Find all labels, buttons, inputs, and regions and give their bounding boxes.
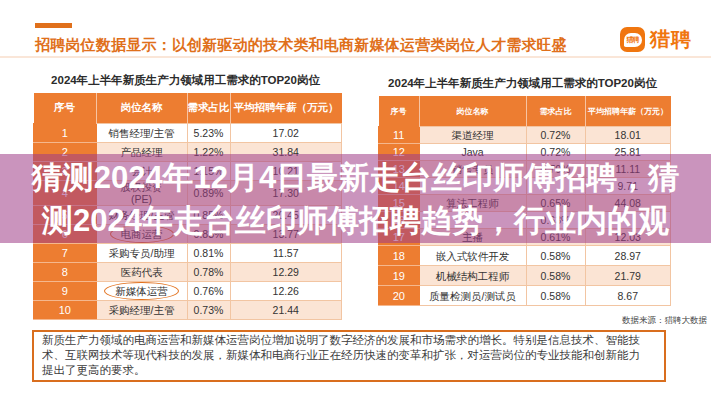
row-number: 7 [34,244,97,263]
avg-salary: 8.67 [585,286,671,306]
table-row: 9 新媒体运营 0.76%12.26 [34,282,342,301]
job-name: 嵌入式软件开发 [419,246,526,266]
demand-share: 0.72% [526,127,585,144]
row-number: 20 [379,286,420,306]
job-name: 销售经理/主管 [96,124,187,143]
row-number: 1 [34,124,97,143]
demand-share: 0.73% [187,301,230,320]
summary-box: 新质生产力领域的电商运营和新媒体运营岗位增加说明了数字经济的发展和市场需求的增长… [32,330,666,382]
liepin-brand-text: 猎聘 [650,26,692,53]
row-number: 10 [34,301,97,320]
demand-share: 0.78% [187,263,230,282]
demand-share: 5.23% [187,124,230,143]
infographic-page: 招聘岗位数据显示：以创新驱动的技术类和电商新媒体运营类岗位人才需求旺盛 猎聘 猎… [0,0,711,400]
column-header: 需求占比 [187,93,230,124]
column-header: 需求占比 [526,96,585,127]
watermark-overlay: 猜测2024年12月4日最新走台丝印师傅招聘，猜 测2024年走台丝印师傅招聘趋… [0,154,711,243]
column-header: 平均招聘年薪（万元） [230,93,342,124]
demand-share: 0.58% [526,286,585,306]
avg-salary: 28.97 [585,246,671,266]
avg-salary: 11.57 [230,244,342,263]
row-number: 18 [379,246,420,266]
table-row: 11渠道经理0.72%18.01 [379,127,671,144]
job-name: 渠道经理 [419,127,526,144]
job-name: 新媒体运营 [96,282,187,301]
watermark-line-1: 猜测2024年12月4日最新走台丝印师傅招聘，猜 [32,156,680,199]
table-row: 20质量检测员/测试员0.58%8.67 [379,286,671,306]
table-row: 1销售经理/主管5.23%17.02 [34,124,342,143]
demand-share: 0.81% [187,244,230,263]
summary-text-line-1: 新质生产力领域的电商运营和新媒体运营岗位增加说明了数字经济的发展和市场需求的增长… [42,333,656,348]
avg-salary: 21.44 [230,301,342,320]
column-header: 平均招聘年薪（万元） [585,96,671,127]
table-row: 10采购经理/主管0.73%21.44 [34,301,342,320]
right-table-title: 2024年上半年新质生产力领域用工需求的TOP20岗位 [378,76,667,91]
liepin-logo: 猎聘 猎聘 [620,26,692,53]
job-name: 医药代表 [96,263,187,282]
avg-salary: 12.29 [230,263,342,282]
job-name: 机械结构工程师 [419,266,526,286]
avg-salary: 12.26 [230,282,342,301]
demand-share: 0.58% [526,246,585,266]
column-header: 序号 [379,96,420,127]
left-table-title: 2024年上半年新质生产力领域用工需求的TOP20岗位 [33,73,338,88]
table-header-row: 序号岗位名称需求占比平均招聘年薪（万元） [34,93,342,124]
job-name: 采购经理/主管 [96,301,187,320]
row-number: 8 [34,263,97,282]
avg-salary: 21.79 [585,266,671,286]
demand-share: 0.58% [526,266,585,286]
table-row: 18嵌入式软件开发0.58%28.97 [379,246,671,266]
row-number: 9 [34,282,97,301]
demand-share: 0.76% [187,282,230,301]
header-accent-dash [35,23,72,28]
avg-salary: 17.02 [230,124,342,143]
job-name: 采购专员/助理 [96,244,187,263]
table-row: 8医药代表0.78%12.29 [34,263,342,282]
row-number: 19 [379,266,420,286]
column-header: 岗位名称 [96,93,187,124]
avg-salary: 18.01 [585,127,671,144]
watermark-line-2: 测2024年走台丝印师傅招聘趋势，行业内的观 [42,199,669,242]
summary-text-line-2: 术、互联网技术等现代科技的发展，新媒体和电商行业正在经历快速的变革和扩张，对运营… [42,348,656,363]
decorative-line [0,56,711,58]
data-source-caption: 数据来源：猎聘大数据 [622,315,707,327]
table-header-row: 序号岗位名称需求占比平均招聘年薪（万元） [379,96,671,127]
highlight-ellipse: 新媒体运营 [113,285,170,297]
column-header: 岗位名称 [419,96,526,127]
job-name: 质量检测员/测试员 [419,286,526,306]
liepin-logo-bubble: 猎聘 [624,33,642,47]
page-title: 招聘岗位数据显示：以创新驱动的技术类和电商新媒体运营类岗位人才需求旺盛 [35,36,567,55]
table-row: 19机械结构工程师0.58%21.79 [379,266,671,286]
column-header: 序号 [34,93,97,124]
row-number: 11 [379,127,420,144]
table-row: 7采购专员/助理0.81%11.57 [34,244,342,263]
summary-text-line-3: 提出了更高的要求。 [42,363,656,378]
liepin-logo-icon: 猎聘 [620,27,645,52]
